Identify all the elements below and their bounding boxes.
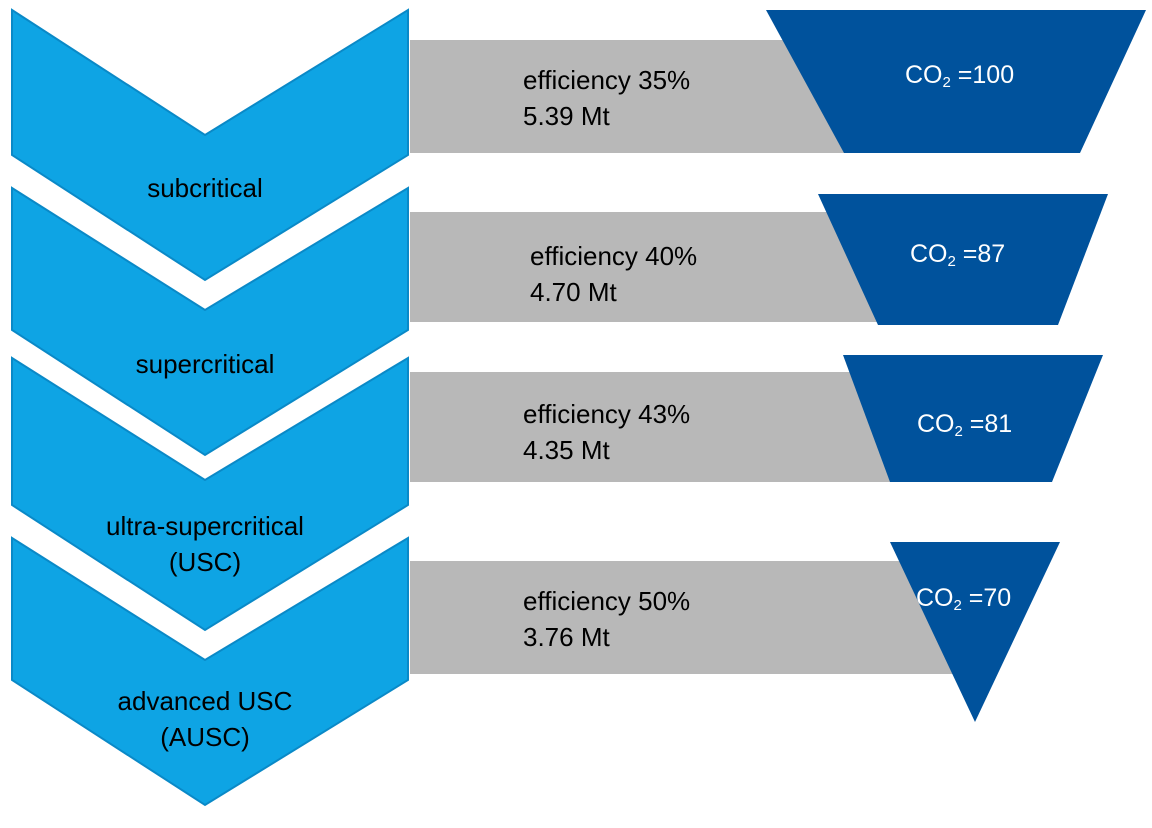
stage-label-supercritical: supercritical <box>0 346 410 382</box>
co2-value: =81 <box>962 410 1013 438</box>
co2-subscript: 2 <box>953 597 962 614</box>
stage-metrics-2: efficiency 40% 4.70 Mt <box>530 238 697 310</box>
stage-bar-3 <box>410 372 890 482</box>
stage-label-line: ultra-supercritical <box>106 511 304 541</box>
efficiency-text: efficiency 50% <box>523 586 691 616</box>
stage-label-line: (USC) <box>168 547 242 577</box>
co2-subscript: 2 <box>954 423 963 440</box>
chevron-advanced-usc <box>11 536 409 807</box>
co2-funnel-1 <box>766 10 1146 153</box>
stage-label-subcritical: subcritical <box>0 170 410 206</box>
co2-value: =100 <box>950 61 1015 89</box>
chevron-ultra-supercritical <box>11 356 409 632</box>
emissions-text: 3.76 Mt <box>523 622 610 652</box>
stage-bar-4 <box>410 561 970 674</box>
co2-prefix: CO <box>916 584 954 612</box>
emissions-text: 4.35 Mt <box>523 435 610 465</box>
efficiency-text: efficiency 35% <box>523 65 691 95</box>
co2-value: =70 <box>961 584 1012 612</box>
co2-subscript: 2 <box>942 74 951 91</box>
stage-label-usc: ultra-supercritical (USC) <box>0 508 410 580</box>
stage-label-line: (AUSC) <box>160 722 250 752</box>
chevron-subcritical <box>11 8 409 282</box>
co2-funnel-4 <box>890 542 1060 722</box>
co2-label-3: CO2 =81 <box>917 406 1012 450</box>
emissions-text: 5.39 Mt <box>523 101 610 131</box>
co2-funnel-2 <box>818 194 1108 325</box>
chevron-supercritical <box>11 186 409 457</box>
co2-subscript: 2 <box>947 253 956 270</box>
efficiency-text: efficiency 40% <box>530 241 698 271</box>
stage-metrics-4: efficiency 50% 3.76 Mt <box>523 583 690 655</box>
co2-label-1: CO2 =100 <box>905 57 1014 101</box>
stage-label-ausc: advanced USC (AUSC) <box>0 683 410 755</box>
co2-value: =87 <box>955 240 1006 268</box>
stage-label-line: advanced USC <box>117 686 293 716</box>
emissions-text: 4.70 Mt <box>530 277 617 307</box>
stage-label-line: supercritical <box>135 349 275 379</box>
co2-prefix: CO <box>917 410 955 438</box>
efficiency-text: efficiency 43% <box>523 399 691 429</box>
co2-label-2: CO2 =87 <box>910 236 1005 280</box>
co2-prefix: CO <box>905 61 943 89</box>
stage-label-line: subcritical <box>147 173 263 203</box>
stage-bar-2 <box>410 212 890 322</box>
stage-metrics-3: efficiency 43% 4.35 Mt <box>523 396 690 468</box>
stage-metrics-1: efficiency 35% 5.39 Mt <box>523 62 690 134</box>
co2-funnel-3 <box>843 355 1103 482</box>
co2-label-4: CO2 =70 <box>916 580 1011 624</box>
co2-prefix: CO <box>910 240 948 268</box>
